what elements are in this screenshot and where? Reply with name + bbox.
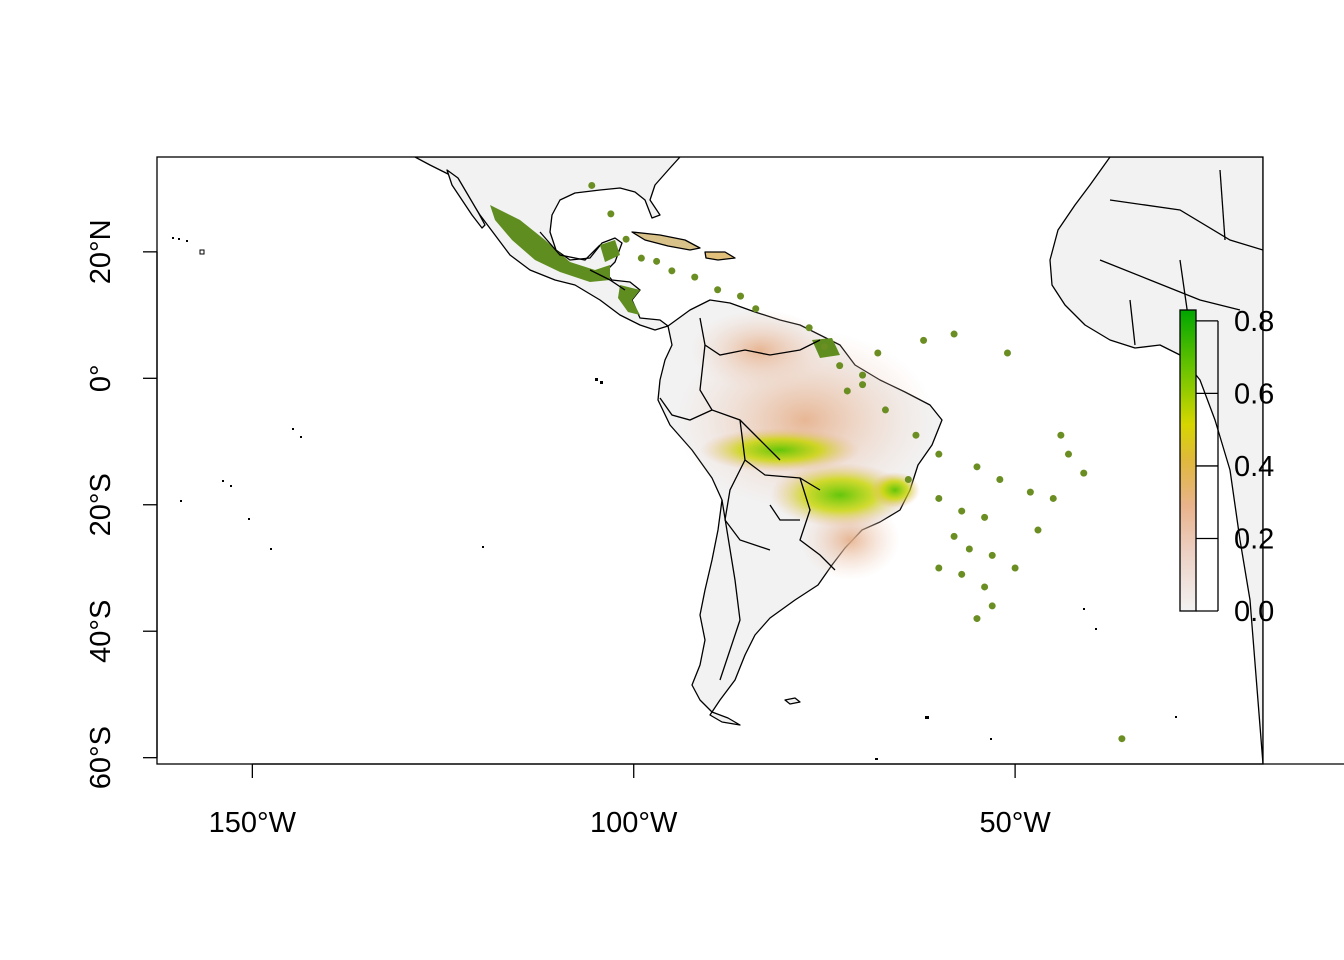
y-tick-label: 40°S — [85, 600, 117, 663]
baja-california — [446, 169, 486, 229]
colorbar-tick-label: 0.2 — [1234, 523, 1274, 555]
falkland-islands — [784, 697, 801, 705]
occurrence-point — [859, 371, 867, 379]
occurrence-point — [981, 513, 989, 521]
cuba-island — [631, 231, 701, 251]
occurrence-point — [1034, 526, 1042, 534]
occurrence-point — [981, 583, 989, 591]
x-tick-label: 50°W — [979, 807, 1051, 839]
occurrence-point — [965, 545, 973, 553]
occurrence-point — [1049, 494, 1057, 502]
occurrence-point — [805, 324, 813, 332]
colorbar-ticks: 0.0 0.2 0.4 0.6 0.8 — [1196, 306, 1274, 628]
pacific-islands — [172, 237, 1177, 760]
occurrence-point — [958, 570, 966, 578]
colorbar-tick-label: 0.4 — [1234, 451, 1274, 483]
occurrence-point — [588, 181, 596, 189]
occurrence-point — [1026, 488, 1034, 496]
occurrence-point — [1064, 450, 1072, 458]
occurrence-point — [973, 463, 981, 471]
occurrence-points — [588, 181, 1126, 743]
occurrence-point — [874, 349, 882, 357]
occurrence-point — [668, 267, 676, 275]
occurrence-point — [920, 336, 928, 344]
y-axis: 20°N 0° 20°S 40°S 60°S — [85, 219, 158, 789]
y-tick-label: 20°N — [85, 219, 117, 284]
hispaniola-island — [704, 251, 736, 261]
occurrence-point — [691, 273, 699, 281]
occurrence-point — [973, 615, 981, 623]
colorbar-tick-label: 0.6 — [1234, 378, 1274, 410]
y-tick-label: 0° — [85, 364, 117, 392]
colorbar — [1179, 309, 1197, 612]
occurrence-point — [653, 257, 661, 265]
x-tick-label: 150°W — [209, 807, 297, 839]
occurrence-point — [935, 494, 943, 502]
occurrence-point — [988, 602, 996, 610]
occurrence-point — [935, 564, 943, 572]
occurrence-point — [737, 292, 745, 300]
colorbar-tick-label: 0.8 — [1234, 306, 1274, 338]
occurrence-point — [996, 475, 1004, 483]
occurrence-point — [912, 431, 920, 439]
country-borders — [539, 169, 1263, 681]
occurrence-point — [988, 551, 996, 559]
occurrence-point — [958, 507, 966, 515]
occurrence-point — [637, 254, 645, 262]
occurrence-point — [836, 362, 844, 370]
occurrence-point — [1057, 431, 1065, 439]
africa-landmass — [1049, 157, 1263, 764]
occurrence-point — [622, 235, 630, 243]
occurrence-point — [935, 450, 943, 458]
occurrence-point — [714, 286, 722, 294]
occurrence-point — [843, 387, 851, 395]
occurrence-point — [950, 532, 958, 540]
occurrence-point — [1080, 469, 1088, 477]
occurrence-point — [859, 381, 867, 389]
occurrence-point — [820, 343, 828, 351]
suitability-layer — [490, 205, 935, 580]
occurrence-point — [607, 210, 615, 218]
y-tick-label: 60°S — [85, 726, 117, 789]
occurrence-point — [950, 330, 958, 338]
occurrence-point — [1118, 735, 1126, 743]
occurrence-point — [1011, 564, 1019, 572]
occurrence-point — [752, 305, 760, 313]
y-tick-label: 20°S — [85, 473, 117, 536]
occurrence-point — [904, 475, 912, 483]
color-legend: 0.0 0.2 0.4 0.6 0.8 — [1179, 306, 1274, 628]
occurrence-point — [1003, 349, 1011, 357]
occurrence-point — [881, 406, 889, 414]
colorbar-tick-label: 0.0 — [1234, 596, 1274, 628]
x-tick-label: 100°W — [590, 807, 678, 839]
